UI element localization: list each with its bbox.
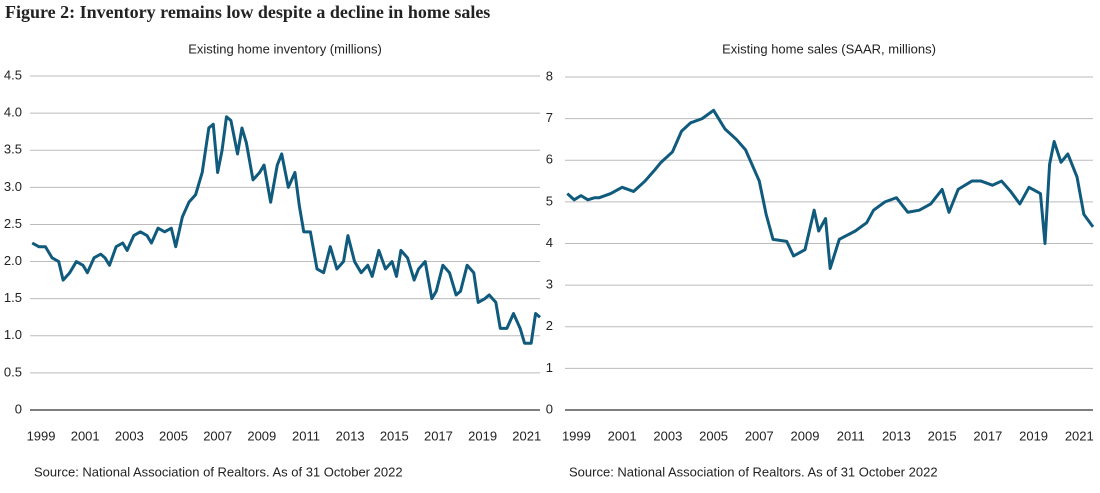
- y-tick-label: 7: [546, 110, 553, 125]
- x-tick-label: 2017: [424, 428, 453, 443]
- x-tick-label: 1999: [562, 428, 591, 443]
- x-tick-label: 2015: [928, 428, 957, 443]
- y-tick-label: 0: [15, 401, 22, 416]
- chart-title: Existing home sales (SAAR, millions): [722, 41, 936, 56]
- y-tick-label: 8: [546, 68, 553, 83]
- x-tick-label: 2005: [699, 428, 728, 443]
- x-tick-label: 2019: [1019, 428, 1048, 443]
- x-tick-label: 2015: [380, 428, 409, 443]
- x-tick-label: 2003: [653, 428, 682, 443]
- x-tick-label: 2021: [512, 428, 541, 443]
- x-tick-label: 2011: [837, 428, 865, 443]
- y-tick-label: 4: [546, 235, 553, 250]
- x-tick-label: 2013: [882, 428, 911, 443]
- y-tick-label: 0: [546, 401, 553, 416]
- x-tick-label: 2001: [71, 428, 100, 443]
- x-tick-label: 2009: [791, 428, 820, 443]
- x-tick-label: 2005: [159, 428, 188, 443]
- y-tick-label: 5: [546, 193, 553, 208]
- y-tick-label: 1.0: [4, 327, 22, 342]
- data-line: [566, 108, 1095, 270]
- y-tick-label: 1: [546, 360, 553, 375]
- x-tick-label: 2007: [745, 428, 774, 443]
- y-tick-label: 1.5: [4, 290, 22, 305]
- y-tick-label: 3: [546, 277, 553, 292]
- chart-title: Existing home inventory (millions): [188, 41, 382, 56]
- x-tick-label: 2017: [973, 428, 1002, 443]
- x-tick-label: 2009: [247, 428, 276, 443]
- y-tick-label: 2: [546, 318, 553, 333]
- x-tick-label: 2003: [115, 428, 144, 443]
- x-tick-label: 2019: [468, 428, 497, 443]
- y-tick-label: 2.0: [4, 253, 22, 268]
- y-tick-label: 6: [546, 152, 553, 167]
- source-note: Source: National Association of Realtors…: [34, 464, 403, 479]
- x-tick-label: 1999: [27, 428, 56, 443]
- figure-title: Figure 2: Inventory remains low despite …: [5, 2, 490, 22]
- data-line: [31, 115, 541, 345]
- y-tick-label: 0.5: [4, 364, 22, 379]
- y-tick-label: 3.5: [4, 142, 22, 157]
- y-tick-label: 4.0: [4, 105, 22, 120]
- x-tick-label: 2007: [203, 428, 232, 443]
- y-tick-label: 2.5: [4, 216, 22, 231]
- x-tick-label: 2021: [1065, 428, 1094, 443]
- x-tick-label: 2011: [292, 428, 320, 443]
- source-note: Source: National Association of Realtors…: [569, 464, 938, 479]
- x-tick-label: 2013: [336, 428, 365, 443]
- x-tick-label: 2001: [608, 428, 637, 443]
- y-tick-label: 3.0: [4, 179, 22, 194]
- y-tick-label: 4.5: [4, 67, 22, 82]
